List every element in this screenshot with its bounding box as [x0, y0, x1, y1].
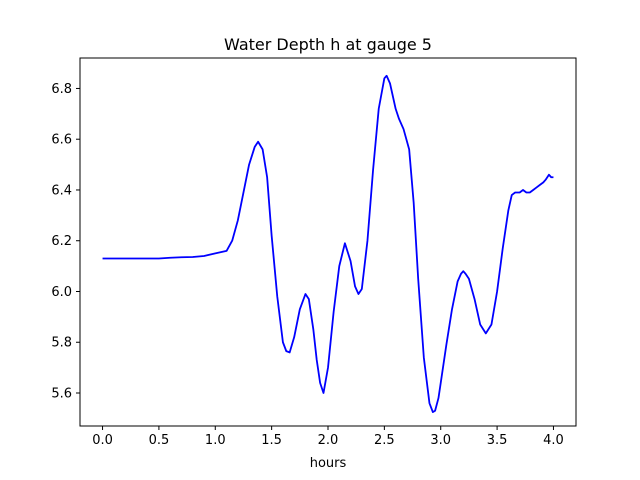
- x-tick-label: 3.0: [430, 433, 451, 448]
- x-tick-label: 0.5: [149, 433, 170, 448]
- y-tick-label: 5.8: [51, 336, 72, 351]
- plot-frame: [79, 57, 577, 427]
- x-axis-label: hours: [310, 456, 347, 471]
- y-axis-ticks: 5.6 5.8 6.0 6.2 6.4 6.6 6.8: [51, 82, 80, 402]
- y-tick-label: 6.4: [51, 183, 72, 198]
- chart-title: Water Depth h at gauge 5: [224, 35, 432, 54]
- y-tick-label: 6.0: [51, 285, 72, 300]
- y-tick-label: 5.6: [51, 387, 72, 402]
- x-tick-label: 4.0: [543, 433, 564, 448]
- y-tick-label: 6.8: [51, 82, 72, 97]
- x-axis-ticks: 0.0 0.5 1.0 1.5 2.0 2.5 3.0 3.5 4.0: [92, 426, 564, 448]
- series-line-0: [102, 74, 554, 413]
- x-tick-label: 2.0: [318, 433, 339, 448]
- x-tick-label: 2.5: [374, 433, 395, 448]
- x-tick-label: 0.0: [92, 433, 113, 448]
- x-tick-label: 1.5: [261, 433, 282, 448]
- x-tick-label: 3.5: [487, 433, 508, 448]
- plot-area: [102, 74, 554, 413]
- y-tick-label: 6.6: [51, 133, 72, 148]
- y-tick-label: 6.2: [51, 234, 72, 249]
- x-tick-label: 1.0: [205, 433, 226, 448]
